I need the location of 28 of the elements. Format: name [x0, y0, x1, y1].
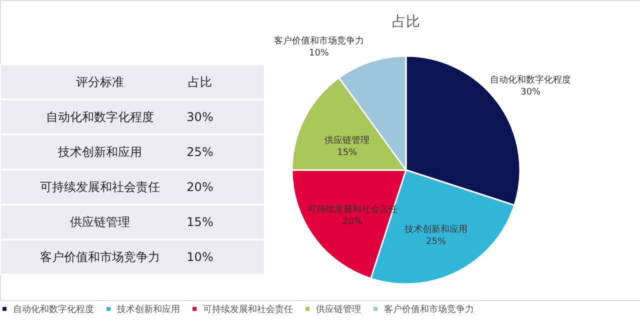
data-label: 20% [342, 216, 363, 227]
slice-label: 客户价值和市场竞争力 [274, 36, 364, 47]
legend-label: 客户价值和市场竞争力 [384, 304, 474, 315]
chart-title: 占比 [392, 14, 420, 30]
data-label: 10% [308, 48, 330, 59]
text: 20% [186, 180, 214, 194]
legend-label: 自动化和数字化程度 [13, 304, 94, 315]
category-label: 可持续发展和社会责任 [40, 180, 160, 194]
slice-label: 可持续发展和社会责任 [308, 204, 398, 215]
slice-label: 自动化和数字化程度 [490, 74, 572, 86]
text: 评分标准 [76, 75, 124, 89]
category-label: 技术创新和应用 [58, 145, 142, 159]
text: 25% [186, 145, 214, 159]
data-label: 25% [426, 236, 446, 247]
category-label: 自动化和数字化程度 [46, 110, 154, 124]
text: 15% [186, 215, 214, 229]
slice-label: 供应链管理 [324, 134, 370, 146]
data-label: 15% [337, 148, 358, 158]
category-label: 供应链管理 [70, 215, 130, 229]
legend-label: 可持续发展和社会责任 [203, 304, 293, 315]
category-label: 客户价值和市场竞争力 [40, 250, 160, 264]
legend-label: 供应链管理 [316, 304, 361, 315]
text: 占比 [188, 75, 212, 89]
text: 30% [186, 110, 214, 124]
text: 10% [186, 250, 214, 264]
data-label: 30% [520, 87, 542, 98]
legend-label: 技术创新和应用 [116, 304, 180, 315]
slice-label: 技术创新和应用 [404, 224, 468, 235]
